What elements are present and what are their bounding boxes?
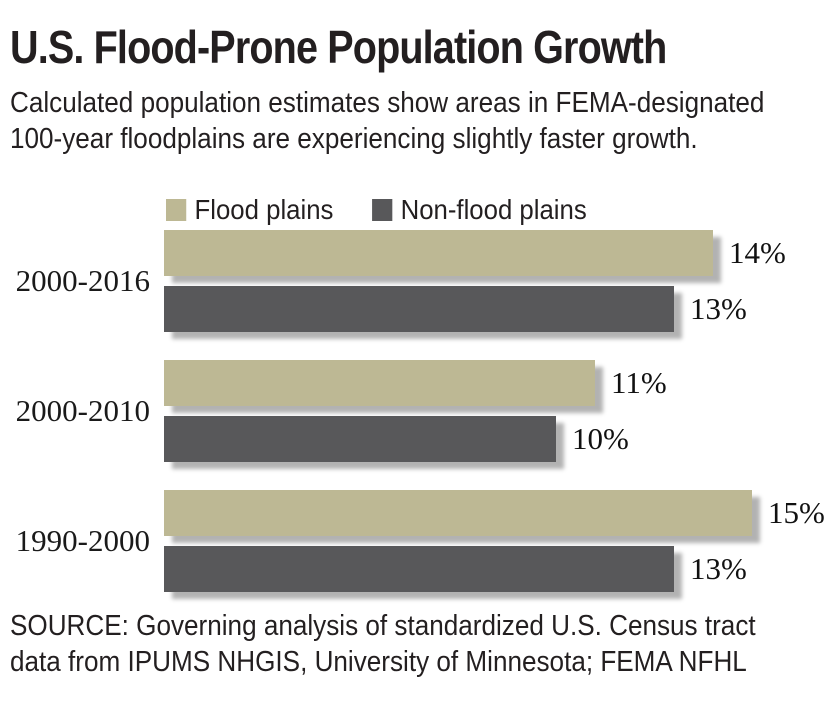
bar-flood-plains [164, 490, 752, 536]
legend-label-non-flood-plains: Non-flood plains [400, 194, 587, 225]
value-label-2000-2010-flood-plains: 11% [611, 365, 667, 400]
flood-plains-swatch-icon [166, 199, 187, 221]
value-label-1990-2000-flood-plains: 15% [768, 495, 825, 530]
bars-2000-2010: 11% 10% [164, 360, 667, 462]
bar-non-flood-plains [164, 546, 674, 592]
bar-flood-plains [164, 360, 595, 406]
chart-title: U.S. Flood-Prone Population Growth [10, 21, 667, 73]
bar-row-1990-2000-non-flood-plains: 13% [164, 546, 825, 592]
bars-2000-2016: 14% 13% [164, 230, 786, 332]
value-label-1990-2000-non-flood-plains: 13% [690, 551, 747, 586]
value-label-2000-2010-non-flood-plains: 10% [572, 421, 629, 456]
category-label-2000-2016: 2000-2016 [15, 263, 150, 298]
bar-non-flood-plains [164, 286, 674, 332]
bar-row-2000-2010-flood-plains: 11% [164, 360, 667, 406]
subtitle-line-1: Calculated population estimates show are… [10, 87, 765, 119]
non-flood-plains-swatch-icon [372, 199, 393, 221]
category-label-1990-2000: 1990-2000 [15, 523, 150, 558]
bar-flood-plains [164, 230, 713, 276]
bars-1990-2000: 15% 13% [164, 490, 825, 592]
legend-label-flood-plains: Flood plains [194, 194, 334, 225]
source-line-1: SOURCE: Governing analysis of standardiz… [10, 610, 756, 642]
bar-row-1990-2000-flood-plains: 15% [164, 490, 825, 536]
bar-non-flood-plains [164, 416, 556, 462]
source-line-2: data from IPUMS NHGIS, University of Min… [10, 646, 747, 678]
value-label-2000-2016-flood-plains: 14% [729, 235, 786, 270]
chart-subtitle: Calculated population estimates show are… [10, 85, 764, 157]
bar-group-1990-2000: 1990-2000 15% 13% [0, 490, 840, 592]
legend-item-non-flood-plains: Non-flood plains [372, 194, 587, 226]
bar-group-2000-2016: 2000-2016 14% 13% [0, 230, 840, 332]
bar-chart: 2000-2016 14% 13% 2000-2010 11% 10% 1990-2000 1… [0, 230, 840, 592]
bar-row-2000-2016-non-flood-plains: 13% [164, 286, 786, 332]
source-note: SOURCE: Governing analysis of standardiz… [10, 608, 756, 680]
legend-item-flood-plains: Flood plains [166, 194, 333, 226]
category-label-2000-2010: 2000-2010 [15, 393, 150, 428]
legend: Flood plains Non-flood plains [166, 194, 587, 226]
value-label-2000-2016-non-flood-plains: 13% [690, 291, 747, 326]
bar-row-2000-2010-non-flood-plains: 10% [164, 416, 667, 462]
subtitle-line-2: 100-year floodplains are experiencing sl… [10, 123, 698, 155]
bar-group-2000-2010: 2000-2010 11% 10% [0, 360, 840, 462]
bar-row-2000-2016-flood-plains: 14% [164, 230, 786, 276]
